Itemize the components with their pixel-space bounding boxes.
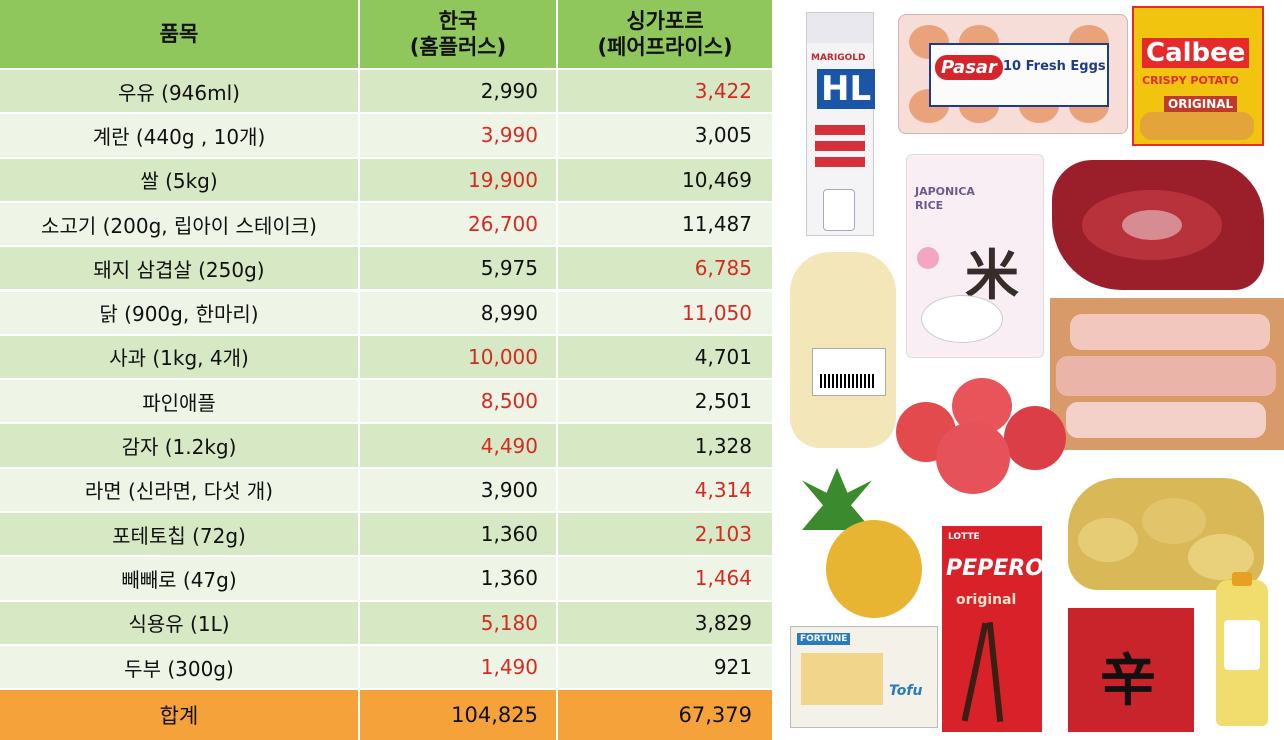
tofu-package-image: FORTUNE Tofu (790, 626, 938, 728)
pineapple-image (786, 468, 932, 620)
korea-price-cell: 1,490 (360, 645, 556, 689)
price-comparison-table: 품목 한국 (홈플러스) 싱가포르 (페어프라이스) 우유 (946ml) 2,9… (0, 0, 778, 740)
total-label: 합계 (0, 690, 358, 740)
singapore-price-cell: 921 (558, 645, 772, 689)
korea-price-cell: 3,900 (360, 468, 556, 511)
item-cell: 두부 (300g) (0, 645, 358, 689)
chips-line1-label: CRISPY POTATO (1142, 74, 1239, 87)
table-row: 소고기 (200g, 립아이 스테이크) 26,700 11,487 (0, 202, 778, 246)
tofu-brand-label: FORTUNE (797, 633, 851, 645)
apples-image (896, 378, 1074, 496)
potatoes-image (1068, 478, 1264, 590)
korea-price-cell: 1,360 (360, 557, 556, 600)
item-cell: 빼빼로 (47g) (0, 557, 358, 600)
item-cell: 포테토칩 (72g) (0, 513, 358, 556)
pepero-brand-label: PEPERO (946, 556, 1044, 581)
pepero-box-image: LOTTE PEPERO original (942, 526, 1044, 732)
item-cell: 쌀 (5kg) (0, 158, 358, 201)
chips-brand-label: Calbee (1142, 38, 1250, 68)
singapore-price-cell: 11,487 (558, 202, 772, 246)
eggs-carton-image: Pasar 10 Fresh Eggs (898, 14, 1128, 134)
korea-price-cell: 5,975 (360, 247, 556, 290)
item-cell: 닭 (900g, 한마리) (0, 291, 358, 334)
korea-price-cell: 10,000 (360, 335, 556, 379)
eggs-brand-label: Pasar (935, 55, 1003, 80)
singapore-price-cell: 2,103 (558, 513, 772, 556)
table-header: 품목 한국 (홈플러스) 싱가포르 (페어프라이스) (0, 0, 778, 68)
table-row: 두부 (300g) 1,490 921 (0, 645, 778, 689)
table-row: 빼빼로 (47g) 1,360 1,464 (0, 557, 778, 600)
total-row: 합계 104,825 67,379 (0, 690, 778, 740)
table-row: 우유 (946ml) 2,990 3,422 (0, 70, 778, 113)
table-row: 감자 (1.2kg) 4,490 1,328 (0, 424, 778, 467)
singapore-price-cell: 2,501 (558, 380, 772, 423)
milk-carton-image: MARIGOLD HL (806, 12, 876, 236)
singapore-price-cell: 6,785 (558, 247, 772, 290)
korea-price-cell: 5,180 (360, 601, 556, 644)
singapore-price-cell: 4,314 (558, 468, 772, 511)
eggs-count-label: 10 Fresh Eggs (1003, 59, 1106, 74)
korea-price-cell: 1,360 (360, 513, 556, 556)
singapore-price-cell: 11,050 (558, 291, 772, 334)
singapore-price-cell: 3,005 (558, 114, 772, 157)
table-row: 돼지 삼겹살 (250g) 5,975 6,785 (0, 247, 778, 290)
ramen-pack-image: 辛 (1068, 608, 1194, 732)
singapore-price-cell: 4,701 (558, 335, 772, 379)
rice-label: JAPONICA RICE (915, 185, 975, 212)
korea-price-cell: 26,700 (360, 202, 556, 246)
rice-bag-image: JAPONICA RICE 米 (906, 154, 1044, 358)
header-korea-name: 한국 (438, 9, 478, 33)
potato-chips-image: Calbee CRISPY POTATO ORIGINAL (1132, 6, 1264, 146)
product-images: MARIGOLD HL Pasar 10 Fresh Eggs Calbee C… (780, 0, 1284, 740)
table-row: 닭 (900g, 한마리) 8,990 11,050 (0, 291, 778, 334)
item-cell: 소고기 (200g, 립아이 스테이크) (0, 202, 358, 246)
table-row: 계란 (440g , 10개) 3,990 3,005 (0, 114, 778, 157)
milk-brand-label: HL (817, 69, 876, 109)
table-row: 파인애플 8,500 2,501 (0, 380, 778, 423)
pepero-sub-label: original (956, 592, 1017, 608)
singapore-price-cell: 3,422 (558, 70, 772, 113)
korea-price-cell: 3,990 (360, 114, 556, 157)
item-cell: 파인애플 (0, 380, 358, 423)
beef-steak-image (1052, 160, 1264, 290)
header-korea-store: (홈플러스) (409, 35, 507, 59)
table-row: 포테토칩 (72g) 1,360 2,103 (0, 513, 778, 556)
pepero-maker-label: LOTTE (948, 532, 980, 542)
item-cell: 라면 (신라면, 다섯 개) (0, 468, 358, 511)
header-singapore-name: 싱가포르 (626, 9, 704, 33)
ramen-glyph: 辛 (1100, 649, 1156, 714)
item-cell: 식용유 (1L) (0, 601, 358, 644)
singapore-price-cell: 1,328 (558, 424, 772, 467)
korea-price-cell: 8,500 (360, 380, 556, 423)
milk-maker-label: MARIGOLD (811, 53, 866, 63)
header-item: 품목 (0, 0, 358, 68)
item-cell: 돼지 삼겹살 (250g) (0, 247, 358, 290)
item-cell: 계란 (440g , 10개) (0, 114, 358, 157)
singapore-price-cell: 1,464 (558, 557, 772, 600)
table-row: 식용유 (1L) 5,180 3,829 (0, 601, 778, 644)
korea-price-cell: 2,990 (360, 70, 556, 113)
pork-belly-image (1050, 298, 1284, 450)
singapore-price-cell: 3,829 (558, 601, 772, 644)
header-korea: 한국 (홈플러스) (360, 0, 556, 68)
cooking-oil-image (1216, 572, 1268, 726)
table-row: 쌀 (5kg) 19,900 10,469 (0, 158, 778, 201)
item-cell: 사과 (1kg, 4개) (0, 335, 358, 379)
singapore-price-cell: 10,469 (558, 158, 772, 201)
tofu-text-label: Tofu (889, 683, 923, 699)
total-korea: 104,825 (360, 690, 556, 740)
header-singapore-store: (페어프라이스) (597, 35, 733, 59)
korea-price-cell: 8,990 (360, 291, 556, 334)
korea-price-cell: 19,900 (360, 158, 556, 201)
item-cell: 우유 (946ml) (0, 70, 358, 113)
whole-chicken-image (790, 252, 896, 448)
table-row: 라면 (신라면, 다섯 개) 3,900 4,314 (0, 468, 778, 511)
item-cell: 감자 (1.2kg) (0, 424, 358, 467)
total-singapore: 67,379 (558, 690, 772, 740)
header-singapore: 싱가포르 (페어프라이스) (558, 0, 772, 68)
korea-price-cell: 4,490 (360, 424, 556, 467)
table-row: 사과 (1kg, 4개) 10,000 4,701 (0, 335, 778, 379)
chips-line2-label: ORIGINAL (1164, 96, 1238, 112)
